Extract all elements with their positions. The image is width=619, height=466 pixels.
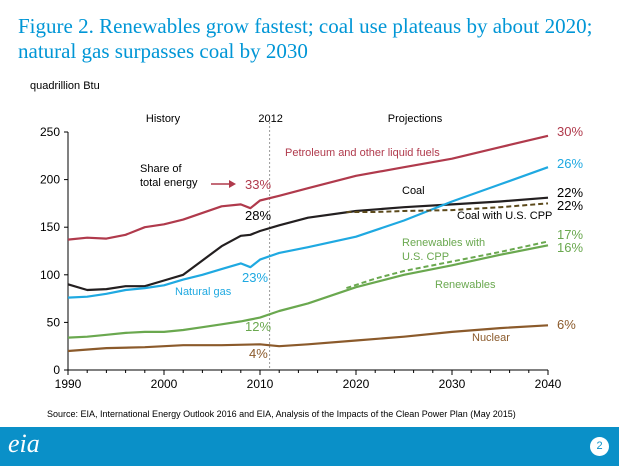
share-2040-natural-gas: 26% (557, 156, 583, 171)
series-line-nuclear (67, 324, 549, 353)
page-title: Figure 2. Renewables grow fastest; coal … (18, 14, 593, 63)
chart-axes: 0 50 100 150 200 250 1990 2000 2010 2020 2030 2040 (40, 122, 562, 391)
share-2040-petroleum: 30% (557, 124, 583, 139)
unit-label: quadrillion Btu (30, 80, 100, 92)
share-2040-nuclear: 6% (557, 317, 576, 332)
label-petroleum: Petroleum and other liquid fuels (285, 147, 440, 159)
y-tick-label: 200 (40, 173, 60, 187)
x-tick-label: 2030 (439, 377, 466, 391)
chart-labels: History 2012 Projections Petroleum and othe… (140, 113, 583, 361)
share-label-line2: total energy (140, 177, 198, 189)
x-tick-label: 2040 (535, 377, 562, 391)
label-renewables: Renewables (435, 279, 496, 291)
source-note: Source: EIA, International Energy Outloo… (47, 409, 516, 419)
y-tick-label: 250 (40, 125, 60, 139)
y-tick-label: 100 (40, 268, 60, 282)
x-tick-label: 1990 (55, 377, 82, 391)
year-2012-label: 2012 (258, 113, 282, 125)
share-2012-nuclear: 4% (249, 346, 268, 361)
history-label: History (146, 113, 181, 125)
eia-logo: eia (8, 429, 40, 458)
series-line-natural_gas (67, 166, 549, 299)
share-2040-renewables: 16% (557, 240, 583, 255)
series-line-coal (67, 196, 549, 292)
footer-bar (0, 427, 619, 466)
share-2040-coal: 22% (557, 185, 583, 200)
share-2012-petroleum: 33% (245, 177, 271, 192)
label-renewables-cpp-2: U.S. CPP (402, 251, 449, 263)
series-line-renewables (67, 244, 549, 339)
x-tick-label: 2000 (151, 377, 178, 391)
y-tick-label: 150 (40, 220, 60, 234)
series-line-renewables_cpp (346, 240, 549, 290)
label-coal-cpp: Coal with U.S. CPP (457, 210, 552, 222)
chart-series (67, 134, 549, 353)
share-2040-renewables-cpp: 17% (557, 227, 583, 242)
x-tick-label: 2010 (247, 377, 274, 391)
label-renewables-cpp-1: Renewables with (402, 237, 485, 249)
share-2040-coal-cpp: 22% (557, 198, 583, 213)
projections-label: Projections (388, 113, 443, 125)
series-line-coal_cpp (346, 202, 549, 213)
share-2012-natural-gas: 23% (242, 270, 268, 285)
label-coal: Coal (402, 185, 425, 197)
y-tick-label: 50 (47, 315, 61, 329)
share-2012-coal: 28% (245, 208, 271, 223)
y-tick-label: 0 (53, 363, 60, 377)
share-label-line1: Share of (140, 163, 183, 175)
label-nuclear: Nuclear (472, 332, 510, 344)
share-2012-renewables: 12% (245, 319, 271, 334)
share-arrow-head (229, 180, 236, 188)
series-line-petroleum (67, 134, 549, 241)
page-number: 2 (590, 437, 609, 456)
label-natural-gas: Natural gas (175, 286, 232, 298)
x-tick-label: 2020 (343, 377, 370, 391)
